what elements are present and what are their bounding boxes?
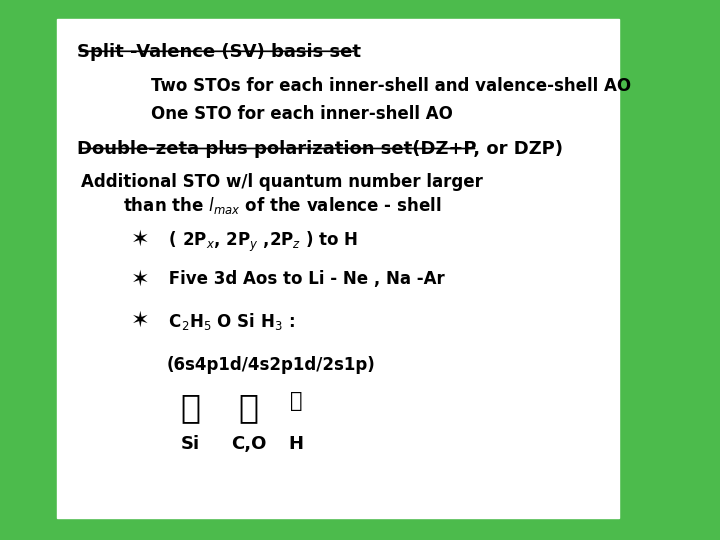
Bar [57, 19, 618, 518]
Text: ⏟: ⏟ [239, 391, 258, 424]
Text: ⏟: ⏟ [289, 391, 302, 411]
Text: Si: Si [181, 435, 200, 453]
Text: H: H [288, 435, 303, 453]
Text: (6s4p1d/4s2p1d/2s1p): (6s4p1d/4s2p1d/2s1p) [167, 356, 376, 374]
Text: ( 2P$_x$, 2P$_y$ ,2P$_z$ ) to H: ( 2P$_x$, 2P$_y$ ,2P$_z$ ) to H [163, 230, 359, 254]
Text: ✶: ✶ [131, 270, 150, 290]
Text: One STO for each inner-shell AO: One STO for each inner-shell AO [151, 105, 453, 123]
Text: ✶: ✶ [131, 310, 150, 330]
Text: Double-zeta plus polarization set(DZ+P, or DZP): Double-zeta plus polarization set(DZ+P, … [77, 140, 563, 158]
Text: ✶: ✶ [131, 230, 150, 249]
Text: C$_2$H$_5$ O Si H$_3$ :: C$_2$H$_5$ O Si H$_3$ : [163, 310, 295, 332]
Text: ⏟: ⏟ [180, 391, 200, 424]
Text: than the $l_{max}$ of the valence - shell: than the $l_{max}$ of the valence - shel… [123, 195, 441, 217]
Text: Additional STO w/l quantum number larger: Additional STO w/l quantum number larger [81, 173, 483, 191]
Text: Split -Valence (SV) basis set: Split -Valence (SV) basis set [77, 43, 361, 61]
Text: Two STOs for each inner-shell and valence-shell AO: Two STOs for each inner-shell and valenc… [151, 77, 631, 94]
Text: C,O: C,O [231, 435, 266, 453]
Text: Five 3d Aos to Li - Ne , Na -Ar: Five 3d Aos to Li - Ne , Na -Ar [163, 270, 445, 288]
